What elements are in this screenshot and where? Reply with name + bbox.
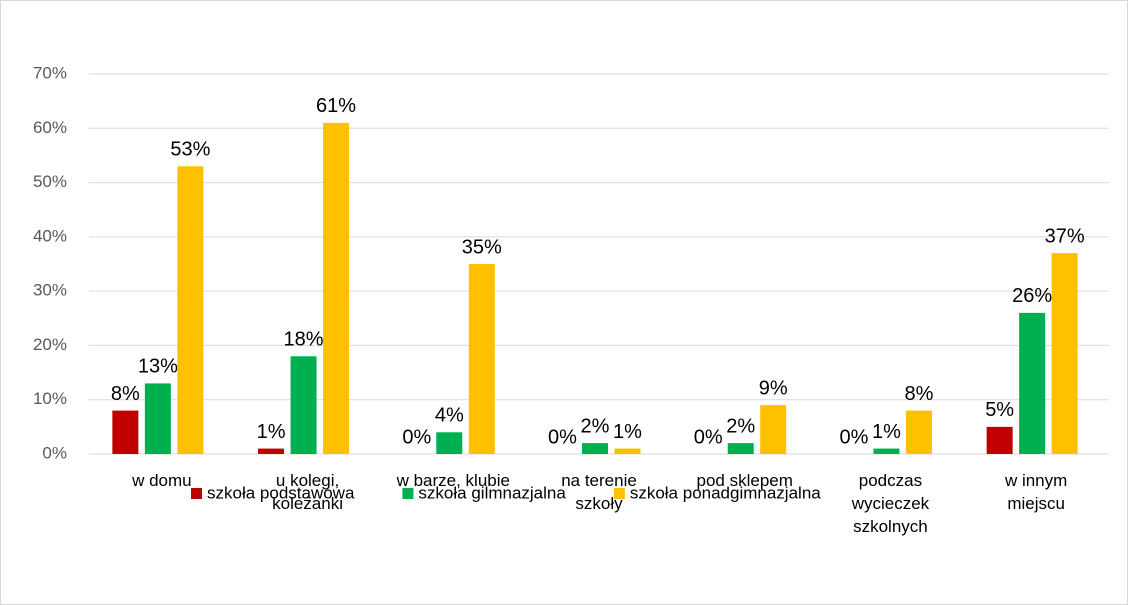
data-label: 1%	[257, 421, 286, 443]
bar	[986, 426, 1013, 454]
data-label: 0%	[694, 426, 723, 448]
y-tick-label: 70%	[33, 63, 67, 82]
legend-label: szkoła ponadgimnazjalna	[630, 483, 821, 502]
y-tick-label: 40%	[33, 226, 67, 245]
bar	[290, 356, 317, 454]
legend-swatch	[613, 488, 625, 499]
bar	[760, 405, 787, 454]
x-tick-label: u kolegi, koleżanki	[272, 471, 343, 513]
data-label: 8%	[111, 383, 140, 405]
bar	[436, 432, 463, 454]
bar	[614, 448, 641, 454]
x-tick-label: pod sklepem	[696, 471, 793, 490]
x-tick-label: podczas wycieczek szkolnych	[851, 471, 930, 536]
data-label: 13%	[138, 356, 178, 378]
legend-swatch	[191, 488, 202, 499]
data-label: 4%	[435, 405, 464, 427]
bar	[468, 264, 495, 454]
bar	[1051, 253, 1078, 454]
bar	[144, 383, 171, 454]
bar	[905, 410, 932, 454]
y-tick-label: 50%	[33, 172, 67, 191]
bar	[177, 166, 204, 455]
bar	[112, 410, 139, 454]
data-label: 0%	[402, 426, 431, 448]
data-label: 53%	[170, 139, 210, 161]
data-label: 0%	[839, 426, 868, 448]
data-label: 9%	[759, 377, 788, 399]
bar	[258, 448, 285, 454]
data-label: 18%	[284, 329, 324, 351]
data-label: 26%	[1012, 285, 1052, 307]
data-label: 37%	[1045, 225, 1085, 247]
bar	[1019, 312, 1046, 454]
x-tick-label: w domu	[132, 471, 192, 490]
legend-label: szkoła podstawowa	[207, 483, 355, 502]
bar	[727, 443, 754, 454]
data-label: 0%	[548, 426, 577, 448]
y-tick-label: 60%	[33, 118, 67, 137]
data-label: 1%	[872, 421, 901, 443]
data-label: 61%	[316, 95, 356, 117]
data-label: 35%	[462, 236, 502, 258]
legend-label: szkoła gilmnazjalna	[418, 483, 566, 502]
x-tick-label: w innym miejscu	[1004, 471, 1068, 513]
y-tick-label: 30%	[33, 281, 67, 300]
bar	[323, 122, 350, 454]
bar	[582, 443, 608, 454]
y-tick-label: 10%	[33, 389, 67, 408]
data-label: 8%	[904, 383, 933, 405]
data-label: 5%	[985, 399, 1014, 421]
bar	[873, 448, 900, 454]
legend-swatch	[402, 488, 414, 499]
x-tick-label: w barze, klubie	[396, 471, 510, 490]
y-tick-label: 20%	[33, 335, 67, 354]
data-label: 1%	[613, 421, 642, 443]
data-label: 2%	[726, 415, 755, 437]
data-label: 2%	[581, 415, 610, 437]
x-tick-label: na terenie szkoły	[561, 471, 637, 513]
y-tick-label: 0%	[42, 443, 67, 462]
